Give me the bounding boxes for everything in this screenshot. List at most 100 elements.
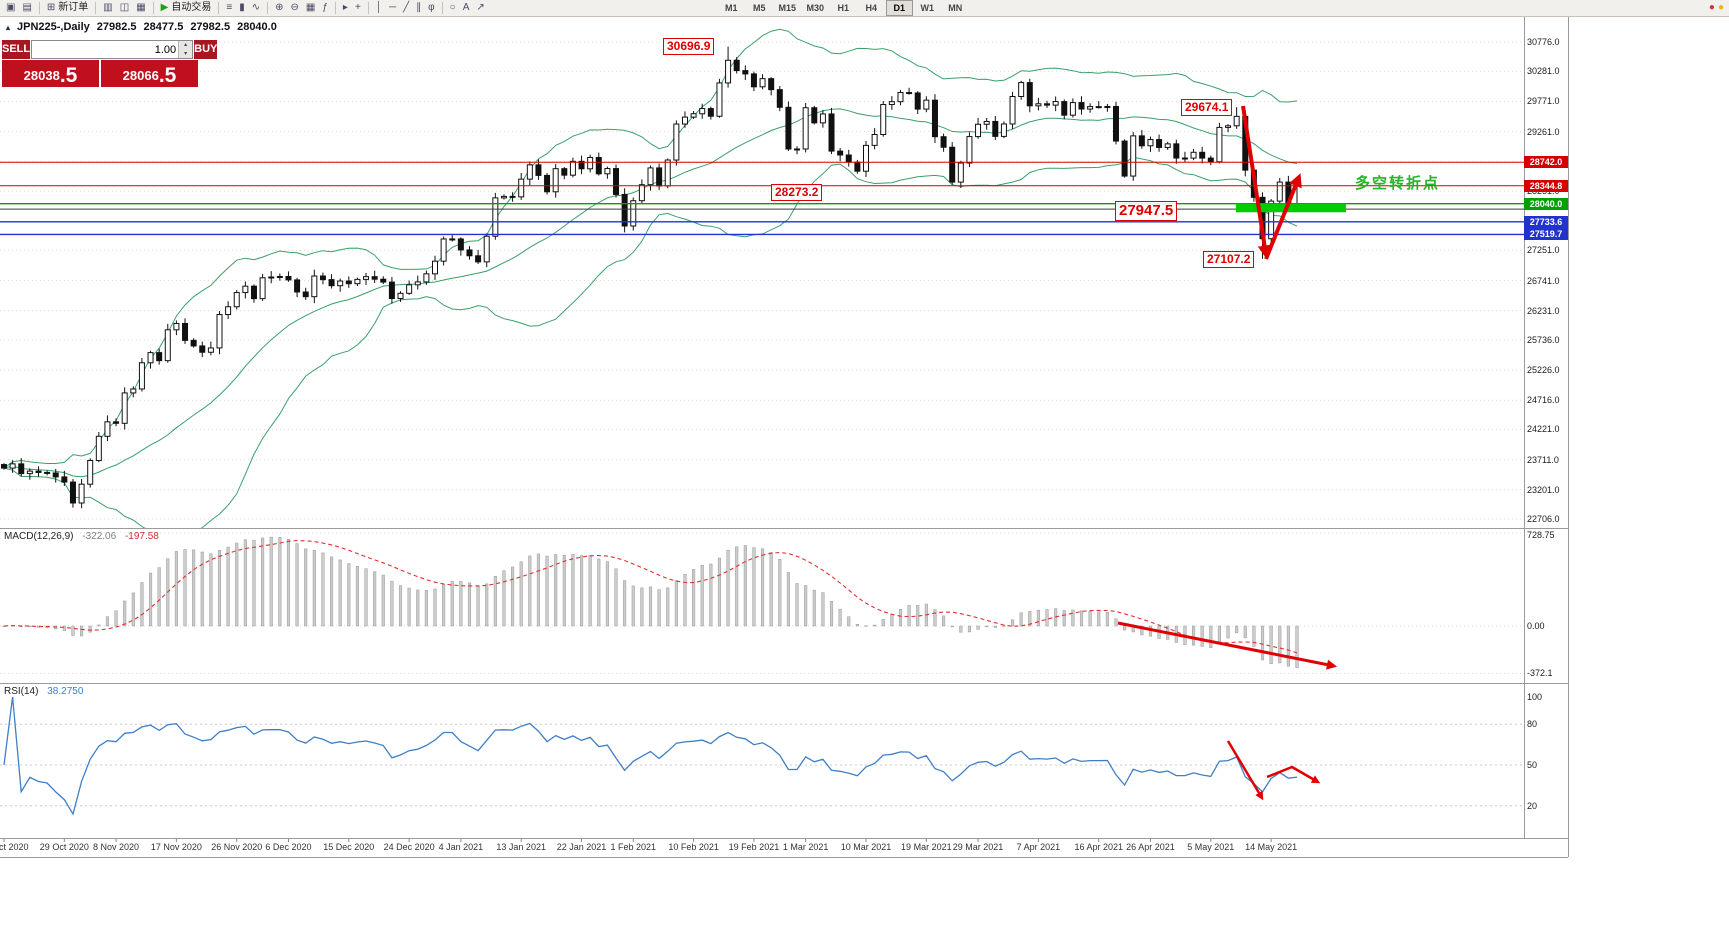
candlestick-chart-button[interactable]: ▮ bbox=[236, 1, 248, 16]
macd-axis-label: 0.00 bbox=[1527, 621, 1545, 631]
trendline-tool-button[interactable]: ╱ bbox=[400, 1, 412, 16]
timeframe-w1-button[interactable]: W1 bbox=[920, 3, 935, 13]
zoom-out-button[interactable]: ⊖ bbox=[288, 1, 302, 16]
new-chart-icon: ▣ bbox=[6, 2, 16, 13]
autotrading-button[interactable]: ▶ 自动交易 bbox=[158, 1, 215, 16]
cursor-icon: ▸ bbox=[342, 2, 348, 13]
volume-up-button[interactable]: ▴ bbox=[184, 42, 188, 48]
sell-price-frac: .5 bbox=[59, 64, 78, 87]
buy-price-display[interactable]: 28066.5 bbox=[101, 60, 198, 87]
price-axis-label: 25736.0 bbox=[1527, 334, 1560, 345]
volume-spinner: ▴ ▾ bbox=[178, 41, 193, 58]
timeframe-mn-button[interactable]: MN bbox=[948, 3, 963, 13]
price-tag: 28344.8 bbox=[1524, 179, 1568, 192]
buy-button[interactable]: BUY bbox=[194, 40, 218, 59]
date-axis-label: 10 Mar 2021 bbox=[840, 842, 892, 852]
sell-price-display[interactable]: 28038.5 bbox=[2, 60, 99, 87]
buy-price-int: 28066 bbox=[122, 68, 159, 83]
text-tool-icon: A bbox=[462, 2, 470, 13]
rsi-axis-label: 20 bbox=[1527, 800, 1538, 811]
channel-tool-button[interactable]: ∥ bbox=[413, 1, 424, 16]
open-value: 27982.5 bbox=[96, 21, 137, 33]
timeframe-h4-button[interactable]: H4 bbox=[865, 3, 877, 13]
date-axis-label: 19 Mar 2021 bbox=[901, 842, 952, 852]
timeframe-d1-button[interactable]: D1 bbox=[885, 0, 913, 16]
price-annotation[interactable]: 28273.2 bbox=[771, 184, 823, 201]
line-chart-button[interactable]: ∿ bbox=[249, 1, 263, 16]
horizontal-line-tool-button[interactable]: ─ bbox=[386, 1, 399, 16]
arrow-tool-button[interactable]: ↗ bbox=[473, 1, 487, 16]
date-axis-label: 22 Jan 2021 bbox=[556, 842, 607, 852]
data-window-button[interactable]: ◫ bbox=[117, 1, 132, 16]
tile-windows-button[interactable]: ▦ bbox=[303, 1, 318, 16]
date-axis-label: 1 Mar 2021 bbox=[782, 842, 829, 852]
price-tag: 28742.0 bbox=[1524, 156, 1568, 169]
cursor-button[interactable]: ▸ bbox=[340, 1, 351, 16]
volume-input[interactable] bbox=[32, 41, 179, 58]
bar-chart-button[interactable]: ≡ bbox=[223, 1, 235, 16]
rsi-indicator-label: RSI(14) 38.2750 bbox=[4, 686, 83, 697]
price-axis-label: 26231.0 bbox=[1527, 305, 1560, 316]
volume-down-button[interactable]: ▾ bbox=[184, 50, 188, 57]
close-value: 28040.0 bbox=[237, 21, 277, 33]
price-annotation[interactable]: 多空转折点 bbox=[1355, 175, 1441, 192]
line-chart-icon: ∿ bbox=[251, 2, 261, 13]
toolbar-separator bbox=[218, 2, 220, 14]
buy-price-frac: .5 bbox=[158, 64, 177, 87]
timeframe-h1-button[interactable]: H1 bbox=[837, 3, 849, 13]
price-axis-label: 23711.0 bbox=[1527, 454, 1559, 465]
date-axis-label: 7 Apr 2021 bbox=[1016, 842, 1061, 852]
vertical-line-tool-button[interactable]: │ bbox=[373, 1, 385, 16]
fibonacci-tool-button[interactable]: φ bbox=[425, 1, 437, 16]
timeframe-m30-button[interactable]: M30 bbox=[806, 3, 824, 13]
date-axis-label: 15 Dec 2020 bbox=[323, 842, 375, 852]
bar-chart-icon: ≡ bbox=[226, 2, 233, 13]
price-axis-label: 25226.0 bbox=[1527, 365, 1560, 376]
crosshair-button[interactable]: + bbox=[352, 1, 364, 16]
price-axis-label: 26741.0 bbox=[1527, 275, 1560, 286]
macd-name: MACD(12,26,9) bbox=[4, 531, 74, 542]
new-order-button[interactable]: ⊞ 新订单 bbox=[44, 1, 91, 16]
timeframe-m1-button[interactable]: M1 bbox=[724, 3, 738, 13]
toolbar-separator bbox=[267, 2, 269, 14]
price-axis-label: 22706.0 bbox=[1527, 514, 1560, 524]
price-tag: 28040.0 bbox=[1524, 197, 1568, 210]
text-tool-button[interactable]: A bbox=[460, 1, 473, 16]
shapes-tool-button[interactable]: ○ bbox=[447, 1, 459, 16]
zoom-in-button[interactable]: ⊕ bbox=[272, 1, 286, 16]
date-axis-label: 26 Apr 2021 bbox=[1126, 842, 1175, 852]
toolbar-separator bbox=[441, 2, 443, 14]
rsi-axis-label: 50 bbox=[1527, 760, 1538, 770]
price-annotation[interactable]: 30696.9 bbox=[663, 38, 715, 55]
indicators-button[interactable]: ƒ bbox=[319, 1, 331, 16]
price-annotation[interactable]: 27107.2 bbox=[1203, 251, 1255, 268]
profiles-button[interactable]: ▤ bbox=[19, 1, 34, 16]
timeframe-m5-button[interactable]: M5 bbox=[752, 3, 766, 13]
macd-axis-label: -372.1 bbox=[1527, 668, 1553, 679]
price-annotation[interactable]: 27947.5 bbox=[1115, 201, 1178, 221]
high-value: 28477.5 bbox=[143, 21, 184, 33]
timeframe-m15-button[interactable]: M15 bbox=[778, 3, 796, 13]
date-axis-label: 24 Dec 2020 bbox=[383, 842, 435, 852]
price-axis-label: 23201.0 bbox=[1527, 484, 1560, 495]
price-axis-label: 30281.0 bbox=[1527, 66, 1560, 77]
price-axis-label: 27251.0 bbox=[1527, 245, 1560, 256]
alerts-icon[interactable]: ● bbox=[1708, 2, 1715, 13]
tile-windows-icon: ▦ bbox=[305, 2, 316, 13]
news-icon[interactable]: ● bbox=[1717, 2, 1724, 13]
price-annotation[interactable]: 29674.1 bbox=[1181, 99, 1233, 116]
price-axis-label: 29771.0 bbox=[1527, 96, 1560, 107]
rsi-axis-label: 80 bbox=[1527, 719, 1538, 730]
macd-axis-label: 728.75 bbox=[1527, 530, 1555, 540]
sell-button[interactable]: SELL bbox=[2, 40, 31, 59]
market-watch-button[interactable]: ▥ bbox=[100, 1, 115, 16]
date-axis-label: 19 Feb 2021 bbox=[728, 842, 780, 852]
price-axis-label: 24221.0 bbox=[1527, 424, 1560, 435]
navigator-button[interactable]: ▦ bbox=[133, 1, 148, 16]
rsi-axis-label: 100 bbox=[1527, 692, 1543, 702]
rsi-name: RSI(14) bbox=[4, 686, 39, 697]
new-chart-button[interactable]: ▣ bbox=[3, 1, 18, 16]
